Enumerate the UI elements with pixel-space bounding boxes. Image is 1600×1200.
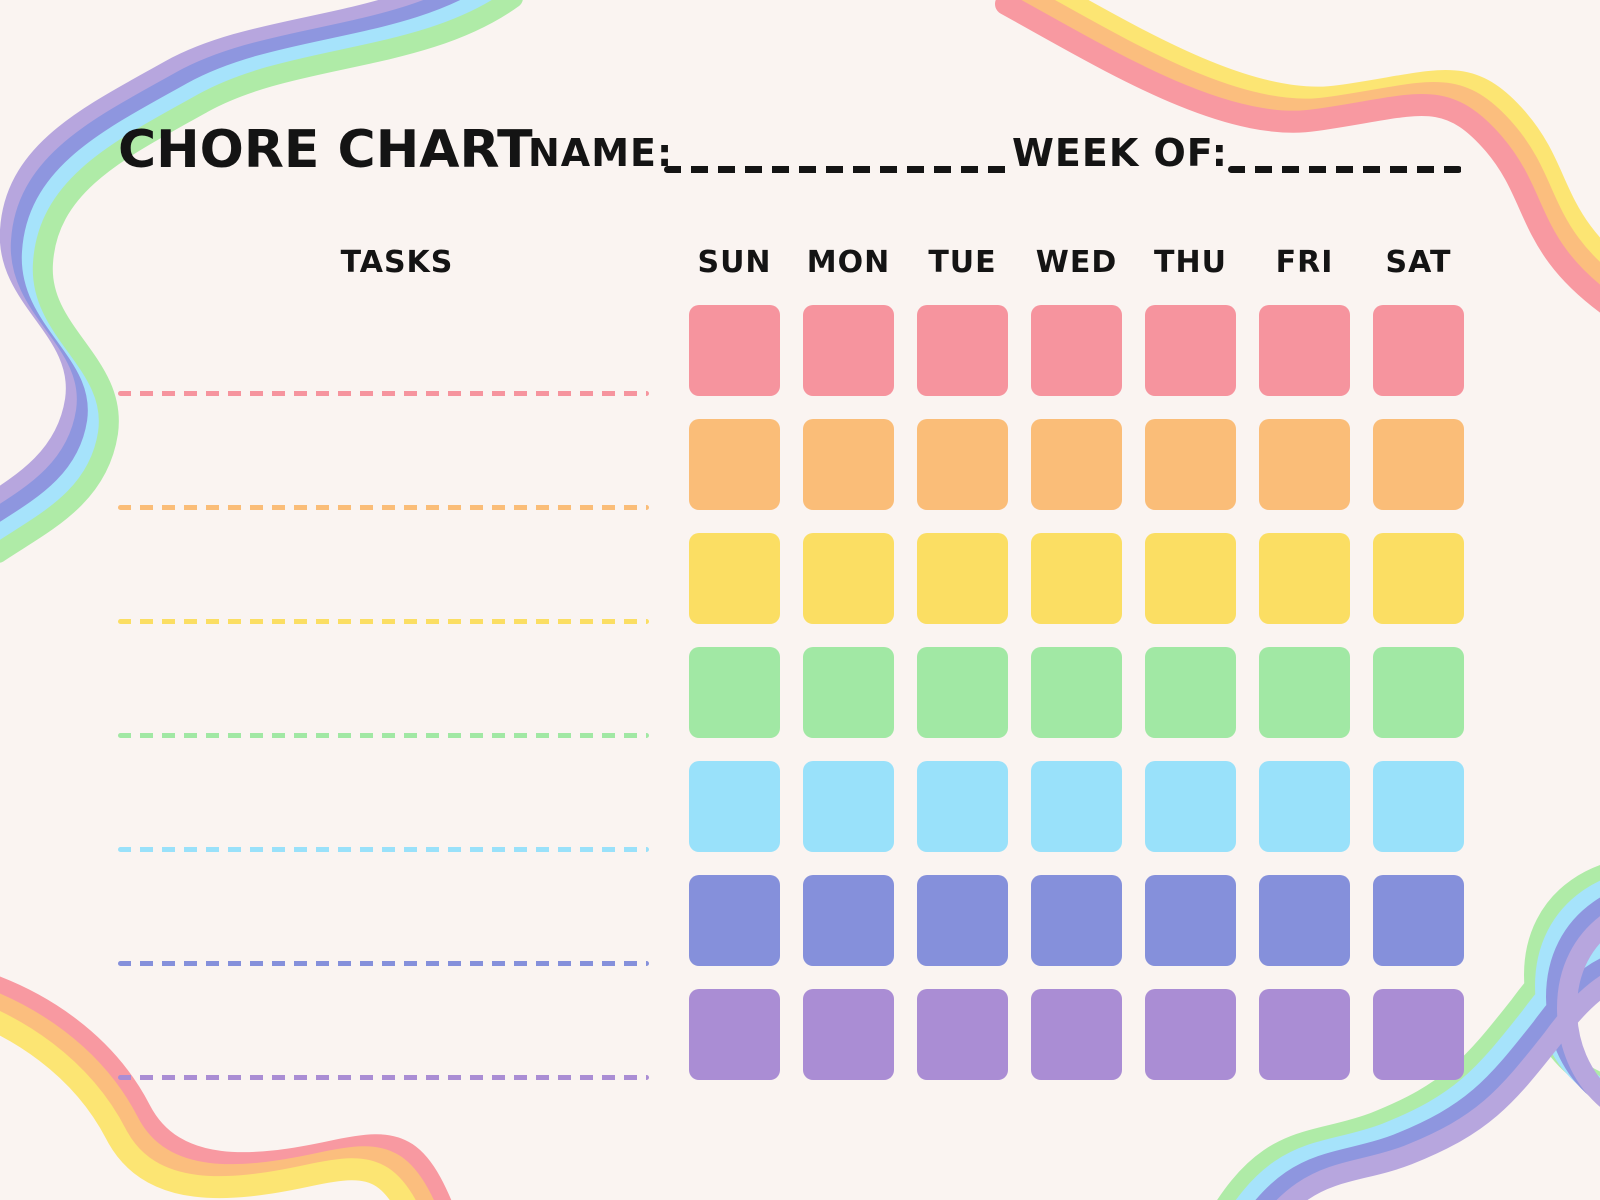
week-of-input-line[interactable] bbox=[1228, 166, 1462, 173]
cell-blue-mon[interactable] bbox=[803, 761, 894, 852]
task-line-orange[interactable] bbox=[118, 505, 649, 510]
cell-green-mon[interactable] bbox=[803, 647, 894, 738]
cell-red-thu[interactable] bbox=[1145, 305, 1236, 396]
cell-green-wed[interactable] bbox=[1031, 647, 1122, 738]
cell-indigo-thu[interactable] bbox=[1145, 875, 1236, 966]
cell-purple-fri[interactable] bbox=[1259, 989, 1350, 1080]
day-header-thu: THU bbox=[1154, 245, 1227, 280]
cell-green-sun[interactable] bbox=[689, 647, 780, 738]
cell-green-tue[interactable] bbox=[917, 647, 1008, 738]
cell-indigo-sun[interactable] bbox=[689, 875, 780, 966]
task-line-blue[interactable] bbox=[118, 847, 649, 852]
cell-yellow-sun[interactable] bbox=[689, 533, 780, 624]
cell-blue-tue[interactable] bbox=[917, 761, 1008, 852]
cell-purple-sun[interactable] bbox=[689, 989, 780, 1080]
cell-orange-tue[interactable] bbox=[917, 419, 1008, 510]
cell-orange-sun[interactable] bbox=[689, 419, 780, 510]
cell-indigo-mon[interactable] bbox=[803, 875, 894, 966]
cell-purple-sat[interactable] bbox=[1373, 989, 1464, 1080]
cell-orange-fri[interactable] bbox=[1259, 419, 1350, 510]
cell-purple-thu[interactable] bbox=[1145, 989, 1236, 1080]
task-line-yellow[interactable] bbox=[118, 619, 649, 624]
cell-blue-wed[interactable] bbox=[1031, 761, 1122, 852]
tasks-column-header: TASKS bbox=[340, 245, 454, 280]
cell-orange-wed[interactable] bbox=[1031, 419, 1122, 510]
cell-orange-sat[interactable] bbox=[1373, 419, 1464, 510]
task-line-green[interactable] bbox=[118, 733, 649, 738]
cell-red-sun[interactable] bbox=[689, 305, 780, 396]
day-header-fri: FRI bbox=[1275, 245, 1334, 280]
cell-indigo-tue[interactable] bbox=[917, 875, 1008, 966]
week-of-label: WEEK OF: bbox=[1012, 131, 1228, 175]
day-header-mon: MON bbox=[806, 245, 891, 280]
cell-red-mon[interactable] bbox=[803, 305, 894, 396]
ribbon-bottom-left bbox=[0, 975, 455, 1200]
cell-green-sat[interactable] bbox=[1373, 647, 1464, 738]
cell-purple-tue[interactable] bbox=[917, 989, 1008, 1080]
cell-indigo-fri[interactable] bbox=[1259, 875, 1350, 966]
cell-yellow-sat[interactable] bbox=[1373, 533, 1464, 624]
cell-red-fri[interactable] bbox=[1259, 305, 1350, 396]
cell-indigo-sat[interactable] bbox=[1373, 875, 1464, 966]
cell-blue-thu[interactable] bbox=[1145, 761, 1236, 852]
cell-yellow-tue[interactable] bbox=[917, 533, 1008, 624]
cell-red-wed[interactable] bbox=[1031, 305, 1122, 396]
cell-green-fri[interactable] bbox=[1259, 647, 1350, 738]
task-line-purple[interactable] bbox=[118, 1075, 649, 1080]
day-header-wed: WED bbox=[1035, 245, 1118, 280]
task-line-indigo[interactable] bbox=[118, 961, 649, 966]
day-header-sun: SUN bbox=[697, 245, 772, 280]
page-title: CHORE CHART bbox=[118, 120, 533, 180]
cell-red-sat[interactable] bbox=[1373, 305, 1464, 396]
name-input-line[interactable] bbox=[664, 166, 1012, 173]
cell-orange-thu[interactable] bbox=[1145, 419, 1236, 510]
cell-yellow-wed[interactable] bbox=[1031, 533, 1122, 624]
day-header-sat: SAT bbox=[1385, 245, 1452, 280]
cell-indigo-wed[interactable] bbox=[1031, 875, 1122, 966]
task-line-red[interactable] bbox=[118, 391, 649, 396]
cell-orange-mon[interactable] bbox=[803, 419, 894, 510]
cell-blue-fri[interactable] bbox=[1259, 761, 1350, 852]
name-label: NAME: bbox=[528, 131, 674, 175]
cell-purple-wed[interactable] bbox=[1031, 989, 1122, 1080]
day-header-tue: TUE bbox=[928, 245, 997, 280]
cell-blue-sat[interactable] bbox=[1373, 761, 1464, 852]
cell-yellow-thu[interactable] bbox=[1145, 533, 1236, 624]
cell-purple-mon[interactable] bbox=[803, 989, 894, 1080]
cell-green-thu[interactable] bbox=[1145, 647, 1236, 738]
cell-yellow-mon[interactable] bbox=[803, 533, 894, 624]
cell-yellow-fri[interactable] bbox=[1259, 533, 1350, 624]
cell-blue-sun[interactable] bbox=[689, 761, 780, 852]
cell-red-tue[interactable] bbox=[917, 305, 1008, 396]
